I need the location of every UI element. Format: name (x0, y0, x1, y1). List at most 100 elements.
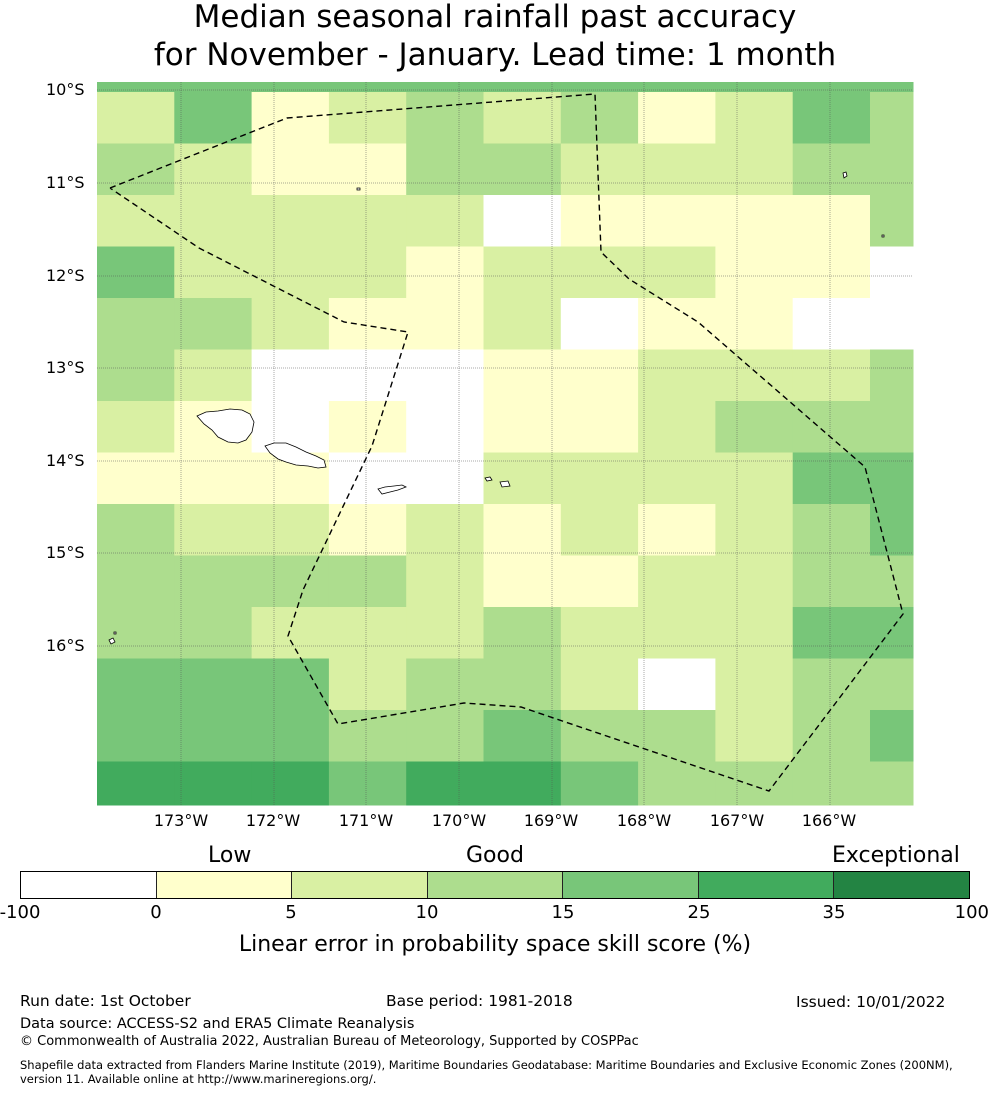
skill-cell (97, 195, 175, 247)
skill-cell (406, 349, 484, 402)
run-date: Run date: 1st October (20, 992, 191, 1010)
skill-cell (792, 195, 871, 247)
skill-cell (792, 452, 871, 505)
issued-date: Issued: 10/01/2022 (796, 993, 946, 1011)
lon-label: 173°W (153, 811, 209, 830)
skill-cell (715, 761, 794, 806)
skill-cell (174, 710, 253, 762)
skill-cell (174, 349, 253, 402)
skill-cell (328, 401, 407, 453)
skill-cell (483, 92, 562, 144)
skill-cell (406, 555, 484, 608)
lon-label: 167°W (709, 811, 765, 830)
skill-cell (638, 349, 716, 402)
small-island-west-2 (113, 631, 117, 635)
skill-cell (483, 246, 562, 299)
lat-label: 11°S (46, 173, 85, 192)
manua-island-1 (484, 476, 493, 482)
legend-category-exceptional: Exceptional (832, 843, 960, 868)
skill-cell (406, 504, 484, 556)
legend-swatch (834, 872, 970, 898)
lat-label: 10°S (46, 80, 85, 99)
legend-category-low: Low (208, 843, 252, 868)
skill-cell (251, 658, 330, 711)
skill-cell (406, 82, 484, 93)
legend-tick: 35 (822, 902, 846, 923)
skill-cell (792, 143, 871, 196)
skill-cell (870, 452, 914, 505)
lon-label: 169°W (523, 811, 579, 830)
lat-label: 16°S (46, 636, 85, 655)
skill-cell (870, 607, 914, 659)
skill-cell (406, 246, 484, 299)
skill-cell (560, 607, 639, 659)
legend-swatch (698, 872, 835, 898)
skill-cell (792, 298, 871, 350)
legend-tick: -100 (0, 902, 41, 923)
skill-cell (483, 452, 562, 505)
graticule (97, 82, 913, 805)
skill-cell (560, 555, 639, 608)
skill-cell (406, 298, 484, 350)
skill-cell (97, 298, 175, 350)
skill-cell (251, 555, 330, 608)
legend-swatch (21, 872, 157, 898)
skill-cell (560, 246, 639, 299)
legend-swatch (427, 872, 564, 898)
legend-swatch (563, 872, 699, 898)
skill-cell (97, 761, 175, 806)
skill-cell (97, 658, 175, 711)
skill-cell (870, 658, 914, 711)
skill-cell (638, 658, 716, 711)
skill-cell (638, 555, 716, 608)
lon-label: 172°W (245, 811, 301, 830)
skill-cell (483, 298, 562, 350)
skill-cell (328, 246, 407, 299)
legend-tick: 100 (954, 902, 989, 923)
skill-cell (406, 195, 484, 247)
skill-cell (870, 143, 914, 196)
skill-cell (251, 401, 330, 453)
skill-cell (560, 82, 639, 93)
skill-cell (174, 298, 253, 350)
skill-cell (715, 92, 794, 144)
skill-cell (870, 401, 914, 453)
skill-cell (792, 246, 871, 299)
skill-cell (406, 710, 484, 762)
skill-cell (560, 195, 639, 247)
skill-cell (97, 92, 175, 144)
skill-cell (792, 555, 871, 608)
skill-cell (97, 349, 175, 402)
skill-cell (560, 710, 639, 762)
skill-cell (97, 401, 175, 453)
skill-cell (638, 82, 716, 93)
skill-cell (792, 710, 871, 762)
skill-cell (251, 349, 330, 402)
skill-cell (328, 298, 407, 350)
skill-cell (483, 710, 562, 762)
skill-cell (483, 82, 562, 93)
rainfall-skill-map (97, 82, 914, 806)
skill-cell (560, 92, 639, 144)
skill-cell (174, 92, 253, 144)
copyright: © Commonwealth of Australia 2022, Austra… (20, 1034, 639, 1049)
manua-island-2 (499, 480, 511, 488)
skill-cell (328, 710, 407, 762)
skill-cell (560, 761, 639, 806)
skill-cell (870, 298, 914, 350)
skill-cell (328, 607, 407, 659)
skill-cell (483, 761, 562, 806)
skill-cell (715, 82, 794, 93)
skill-cell (251, 143, 330, 196)
skill-cell (406, 452, 484, 505)
skill-cell (792, 658, 871, 711)
legend-axis-label: Linear error in probability space skill … (238, 932, 752, 957)
skill-cell (483, 195, 562, 247)
skill-cell (792, 92, 871, 144)
skill-cell (483, 401, 562, 453)
skill-cell (97, 555, 175, 608)
skill-cell (406, 92, 484, 144)
skill-cell (328, 92, 407, 144)
lon-label: 171°W (338, 811, 394, 830)
skill-cell (638, 452, 716, 505)
